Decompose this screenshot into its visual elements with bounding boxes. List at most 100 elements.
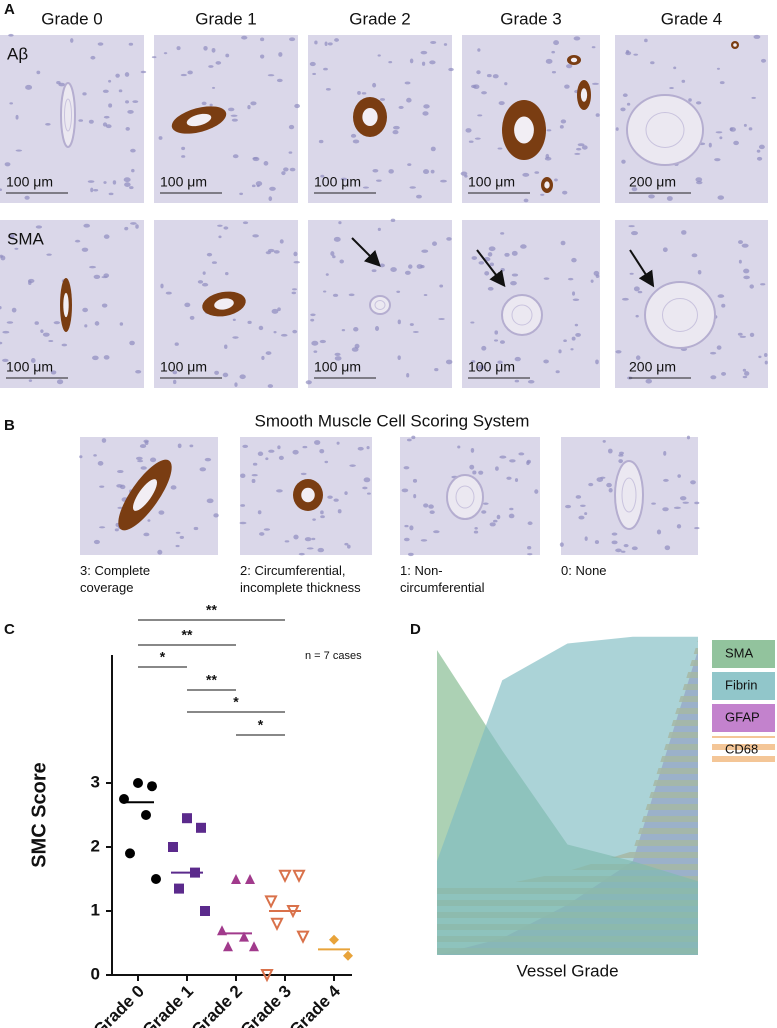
legend-swatch bbox=[712, 704, 775, 732]
x-tick-label: Grade 3 bbox=[237, 982, 295, 1028]
scale-bar-label: 100 μm bbox=[6, 359, 53, 375]
nucleus bbox=[404, 270, 411, 275]
nucleus bbox=[102, 89, 109, 93]
nucleus bbox=[477, 364, 485, 370]
nucleus bbox=[595, 359, 599, 365]
nucleus bbox=[350, 133, 357, 138]
nucleus bbox=[293, 251, 298, 257]
nucleus bbox=[663, 478, 669, 482]
nucleus bbox=[377, 227, 381, 232]
nucleus bbox=[337, 509, 342, 514]
nucleus bbox=[404, 81, 411, 85]
nucleus bbox=[209, 103, 213, 107]
nucleus bbox=[621, 159, 626, 164]
nucleus bbox=[103, 355, 110, 360]
point bbox=[270, 917, 284, 932]
nucleus bbox=[302, 445, 308, 449]
nucleus bbox=[404, 524, 409, 528]
point bbox=[151, 874, 161, 884]
nucleus bbox=[560, 240, 566, 246]
nucleus bbox=[317, 547, 325, 553]
nucleus bbox=[15, 149, 23, 152]
arrow bbox=[351, 237, 381, 267]
nucleus bbox=[312, 72, 317, 75]
nucleus bbox=[135, 369, 142, 374]
nucleus bbox=[70, 38, 74, 43]
nucleus bbox=[673, 66, 677, 70]
nucleus bbox=[306, 547, 314, 550]
nucleus bbox=[493, 519, 498, 523]
nucleus bbox=[267, 74, 275, 77]
nucleus bbox=[92, 355, 99, 361]
significance-label: * bbox=[258, 717, 264, 733]
nucleus bbox=[252, 462, 258, 466]
nucleus bbox=[180, 73, 187, 77]
nucleus bbox=[572, 298, 580, 302]
nucleus bbox=[257, 451, 264, 456]
nucleus bbox=[197, 280, 204, 284]
nucleus bbox=[494, 330, 499, 335]
nucleus bbox=[555, 370, 560, 374]
nucleus bbox=[742, 368, 747, 372]
nucleus bbox=[97, 42, 104, 46]
point bbox=[190, 867, 200, 878]
nucleus bbox=[676, 524, 682, 529]
nucleus bbox=[717, 294, 725, 298]
point bbox=[196, 822, 206, 833]
nucleus bbox=[628, 225, 635, 228]
nucleus bbox=[407, 163, 412, 167]
nucleus bbox=[408, 552, 414, 557]
nucleus bbox=[474, 526, 478, 530]
nucleus bbox=[130, 222, 137, 225]
nucleus bbox=[751, 96, 756, 99]
nucleus bbox=[633, 286, 640, 292]
nucleus bbox=[259, 532, 265, 536]
nucleus bbox=[123, 177, 131, 183]
nucleus bbox=[608, 488, 613, 493]
y-tick-label: 2 bbox=[91, 836, 100, 855]
nucleus bbox=[648, 194, 655, 199]
nucleus bbox=[351, 347, 359, 352]
nucleus bbox=[151, 56, 157, 59]
nucleus bbox=[423, 169, 430, 175]
nucleus bbox=[758, 144, 765, 150]
point bbox=[260, 969, 274, 983]
nucleus bbox=[563, 339, 567, 343]
nucleus bbox=[565, 504, 572, 509]
nucleus bbox=[334, 356, 342, 361]
nucleus bbox=[509, 459, 516, 463]
nucleus bbox=[289, 37, 296, 42]
nucleus bbox=[147, 519, 151, 522]
nucleus bbox=[719, 136, 723, 140]
nucleus bbox=[202, 282, 209, 287]
nucleus bbox=[310, 318, 315, 322]
nucleus bbox=[291, 291, 297, 295]
nucleus bbox=[265, 457, 269, 461]
scale-bar-label: 100 μm bbox=[160, 359, 207, 375]
nucleus bbox=[9, 102, 14, 105]
nucleus bbox=[388, 60, 393, 64]
nucleus bbox=[227, 107, 235, 112]
nucleus bbox=[377, 54, 381, 57]
nucleus bbox=[733, 140, 739, 146]
nucleus bbox=[662, 507, 669, 512]
nucleus bbox=[739, 335, 747, 338]
nucleus bbox=[611, 540, 618, 545]
nucleus bbox=[94, 321, 100, 326]
nucleus bbox=[305, 380, 312, 385]
nucleus bbox=[430, 169, 435, 174]
nucleus bbox=[574, 152, 581, 155]
nucleus bbox=[477, 48, 481, 52]
nucleus bbox=[0, 305, 2, 310]
nucleus bbox=[36, 70, 41, 75]
nucleus bbox=[566, 64, 573, 69]
nucleus bbox=[615, 350, 622, 354]
nucleus bbox=[340, 177, 347, 181]
nucleus bbox=[175, 544, 180, 548]
nucleus bbox=[742, 375, 748, 379]
nucleus bbox=[416, 194, 422, 199]
nucleus bbox=[743, 268, 750, 274]
nucleus bbox=[242, 221, 249, 225]
nucleus bbox=[310, 313, 316, 317]
